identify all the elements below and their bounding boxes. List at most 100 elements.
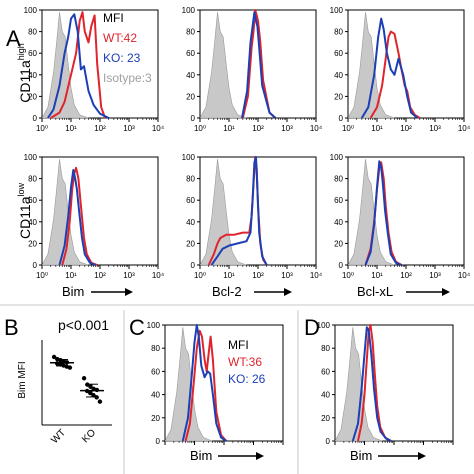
x-tick-label: 10²: [94, 271, 106, 280]
y-tick-label: 100: [24, 6, 38, 15]
panel-b-pvalue: p<0.001: [58, 317, 109, 333]
series-wt-line: [50, 11, 107, 119]
series-isotype-area: [334, 327, 383, 442]
series-ko-line: [58, 169, 96, 266]
x-category-label: KO: [80, 427, 98, 445]
histogram-d: 0 20 40 60 80 100: [317, 321, 454, 446]
legend-c: MFI WT:36 KO: 26: [228, 338, 266, 386]
legend-a: MFI WT:42 KO: 23 Isotype:3: [103, 11, 152, 85]
legend-a-iso: Isotype:3: [103, 71, 152, 85]
x-tick-label: 10⁴: [310, 124, 323, 133]
data-point-wt: [67, 365, 73, 370]
panel-label-c: C: [129, 315, 145, 340]
y-tick-label: 100: [330, 6, 344, 15]
y-tick-label: 0: [339, 114, 344, 123]
y-tick-label: 80: [28, 175, 37, 184]
x-tick-label: 10³: [123, 124, 135, 133]
y-tick-label: 80: [186, 175, 195, 184]
series-ko-line: [47, 13, 110, 119]
marker-label-c-text: Bim: [190, 448, 212, 463]
x-tick-label: 10³: [429, 124, 441, 133]
y-tick-label: 20: [334, 239, 343, 248]
marker-label-d-text: Bim: [350, 448, 372, 463]
x-tick-label: 10⁰: [36, 124, 48, 133]
x-tick-label: 10⁰: [342, 124, 354, 133]
x-tick-label: 10¹: [65, 124, 77, 133]
x-tick-label: 10²: [400, 271, 412, 280]
panel-label-d: D: [304, 315, 320, 340]
x-tick-label: 10³: [281, 124, 293, 133]
y-tick-label: 100: [182, 6, 196, 15]
legend-a-wt: WT:42: [103, 31, 137, 45]
x-tick-label: 10³: [281, 271, 293, 280]
x-tick-label: 10⁴: [152, 124, 165, 133]
series-isotype-area: [347, 159, 395, 266]
y-tick-label: 40: [28, 218, 37, 227]
y-tick-label: 0: [326, 437, 331, 446]
marker-arrowhead-bclxl: [442, 288, 450, 296]
series-wt-line: [241, 9, 277, 119]
data-point-wt: [51, 354, 57, 360]
y-tick-label: 20: [186, 92, 195, 101]
x-tick-label: 10¹: [65, 271, 77, 280]
series-isotype-area: [347, 12, 395, 119]
series-ko-line: [181, 324, 227, 442]
series-wt-line: [61, 166, 98, 266]
series-wt-line: [184, 329, 228, 442]
x-tick-label: 10⁰: [342, 271, 354, 280]
y-tick-label: 40: [334, 71, 343, 80]
y-tick-label: 80: [321, 344, 330, 353]
series-ko-line: [360, 17, 419, 119]
y-tick-label: 40: [151, 391, 160, 400]
marker-label-bclxl-text: Bcl-xL: [357, 284, 393, 299]
row-label-high-sup: high: [16, 43, 26, 60]
y-tick-label: 40: [186, 218, 195, 227]
y-tick-label: 80: [334, 28, 343, 37]
marker-label-bcl2: Bcl-2: [212, 284, 292, 299]
y-tick-label: 20: [151, 414, 160, 423]
x-tick-label: 10⁰: [194, 271, 206, 280]
y-tick-label: 100: [182, 153, 196, 162]
panel-label-a: A: [6, 26, 21, 51]
y-tick-label: 60: [28, 49, 37, 58]
y-tick-label: 40: [186, 71, 195, 80]
y-tick-label: 20: [28, 92, 37, 101]
y-tick-label: 60: [186, 49, 195, 58]
y-tick-label: 100: [24, 153, 38, 162]
histogram-a-r1-bim: 0 20 40 60 80 100 10⁰ 10¹ 10² 10³ 10⁴: [24, 6, 165, 133]
y-tick-label: 80: [334, 175, 343, 184]
y-tick-label: 100: [317, 321, 331, 330]
y-tick-label: 100: [147, 321, 161, 330]
histogram-c: 0 20 40 60 80 100: [147, 321, 284, 446]
x-tick-label: 10¹: [371, 271, 383, 280]
y-tick-label: 60: [151, 367, 160, 376]
series-isotype-area: [41, 159, 89, 266]
row-label-high: CD11ahigh: [16, 43, 33, 103]
histogram-a-r1-bclxl: 0 20 40 60 80 100 10⁰ 10¹ 10² 10³ 10⁴: [330, 6, 471, 133]
series-ko-line: [241, 11, 277, 119]
data-point-ko: [97, 399, 103, 404]
x-tick-label: 10²: [252, 271, 264, 280]
y-tick-label: 0: [191, 114, 196, 123]
x-category-label: WT: [49, 427, 68, 446]
x-tick-label: 10⁴: [152, 271, 165, 280]
x-tick-label: 10³: [123, 271, 135, 280]
series-ko-line: [364, 160, 402, 266]
y-tick-label: 60: [28, 196, 37, 205]
series-isotype-area: [199, 159, 247, 266]
y-tick-label: 40: [321, 391, 330, 400]
series-ko-line: [351, 326, 392, 442]
y-tick-label: 0: [156, 437, 161, 446]
marker-label-bim-text: Bim: [62, 284, 84, 299]
panel-b-ylabel: Bim MFI: [17, 361, 28, 398]
legend-c-title: MFI: [228, 338, 249, 352]
panel-label-b: B: [4, 315, 19, 340]
marker-label-bcl2-text: Bcl-2: [212, 284, 242, 299]
legend-a-ko: KO: 23: [103, 51, 141, 65]
row-label-high-base: CD11a: [17, 60, 33, 103]
x-tick-label: 10²: [94, 124, 106, 133]
y-tick-label: 40: [28, 71, 37, 80]
x-tick-label: 10⁴: [310, 271, 323, 280]
row-label-low: CD11alow: [16, 182, 33, 239]
x-tick-label: 10⁰: [194, 124, 206, 133]
